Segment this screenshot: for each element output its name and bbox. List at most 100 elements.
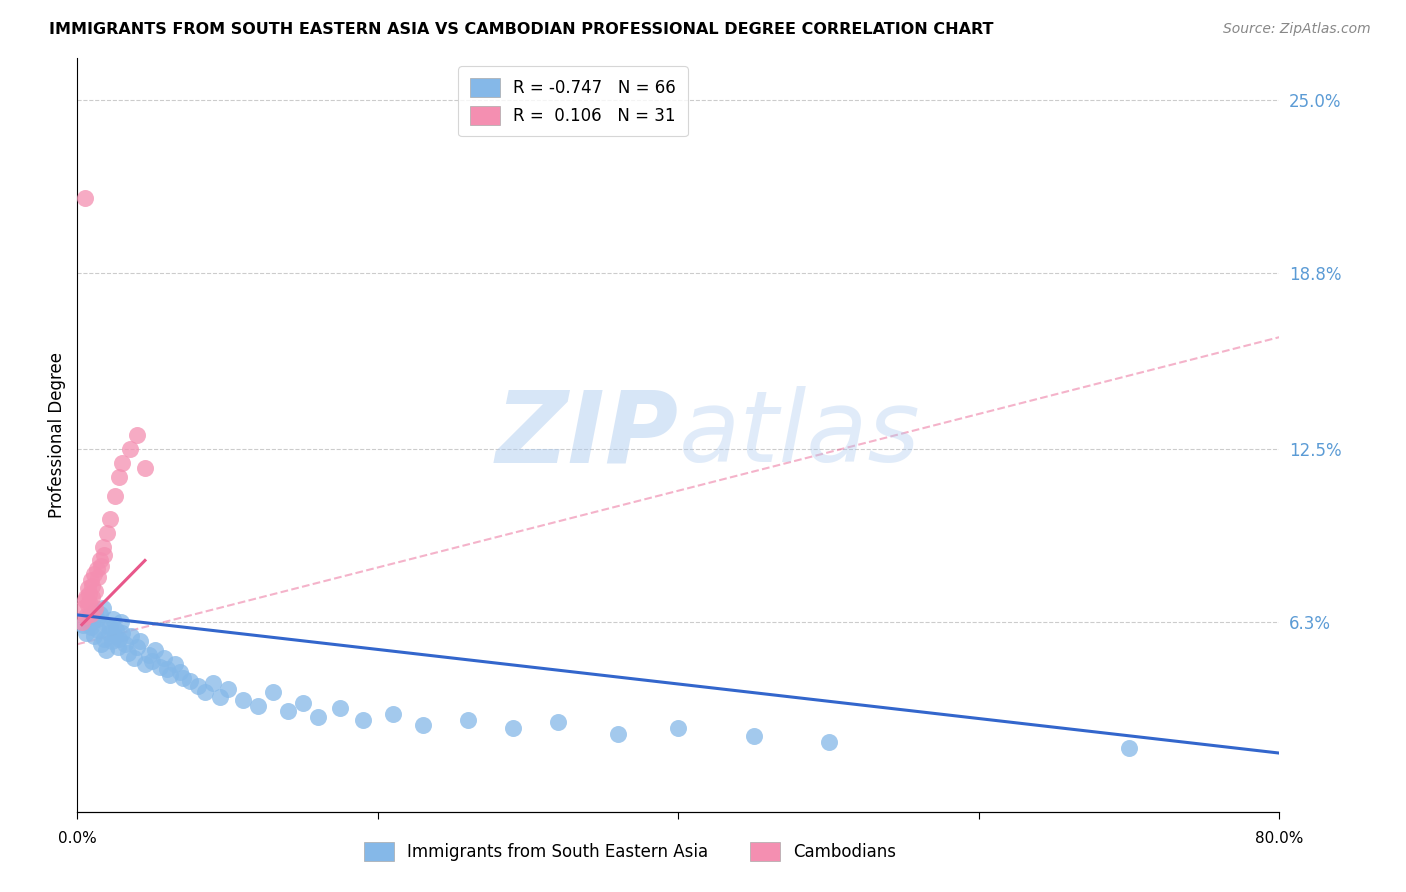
Point	[105, 624, 128, 638]
Point	[84, 604, 107, 618]
Point	[93, 548, 115, 562]
Point	[100, 620, 122, 634]
Point	[87, 570, 110, 584]
Point	[159, 668, 181, 682]
Point	[72, 601, 94, 615]
Point	[80, 620, 103, 634]
Point	[217, 681, 239, 696]
Point	[124, 651, 146, 665]
Point	[381, 706, 404, 721]
Point	[76, 598, 98, 612]
Point	[201, 676, 224, 690]
Point	[153, 651, 176, 665]
Point	[75, 609, 97, 624]
Point	[107, 640, 129, 654]
Point	[96, 617, 118, 632]
Point	[1118, 740, 1140, 755]
Point	[79, 587, 101, 601]
Point	[89, 607, 111, 621]
Point	[90, 559, 112, 574]
Point	[101, 634, 124, 648]
Point	[149, 659, 172, 673]
Point	[307, 710, 329, 724]
Point	[83, 567, 105, 582]
Point	[75, 590, 97, 604]
Point	[163, 657, 186, 671]
Point	[75, 626, 97, 640]
Point	[817, 735, 839, 749]
Point	[82, 579, 104, 593]
Point	[90, 637, 112, 651]
Point	[118, 442, 141, 456]
Point	[80, 573, 103, 587]
Point	[96, 525, 118, 540]
Point	[179, 673, 201, 688]
Point	[72, 617, 94, 632]
Point	[70, 615, 93, 629]
Point	[82, 590, 104, 604]
Point	[79, 609, 101, 624]
Point	[352, 713, 374, 727]
Point	[73, 592, 96, 607]
Point	[209, 690, 232, 705]
Point	[84, 584, 107, 599]
Text: 80.0%: 80.0%	[1256, 830, 1303, 846]
Point	[111, 456, 134, 470]
Point	[91, 601, 114, 615]
Point	[93, 632, 115, 646]
Point	[134, 461, 156, 475]
Point	[97, 626, 120, 640]
Point	[83, 629, 105, 643]
Text: ZIP: ZIP	[495, 386, 679, 483]
Point	[246, 698, 269, 713]
Point	[129, 634, 152, 648]
Point	[86, 562, 108, 576]
Text: IMMIGRANTS FROM SOUTH EASTERN ASIA VS CAMBODIAN PROFESSIONAL DEGREE CORRELATION : IMMIGRANTS FROM SOUTH EASTERN ASIA VS CA…	[49, 22, 994, 37]
Point	[145, 642, 167, 657]
Point	[108, 469, 131, 483]
Point	[73, 190, 96, 204]
Text: atlas: atlas	[679, 386, 920, 483]
Point	[547, 715, 569, 730]
Point	[127, 640, 149, 654]
Point	[117, 646, 139, 660]
Point	[86, 612, 108, 626]
Point	[80, 607, 103, 621]
Text: 0.0%: 0.0%	[58, 830, 97, 846]
Point	[127, 428, 149, 442]
Point	[262, 684, 284, 698]
Point	[110, 615, 132, 629]
Y-axis label: Professional Degree: Professional Degree	[48, 351, 66, 518]
Point	[79, 595, 101, 609]
Point	[457, 713, 479, 727]
Point	[76, 582, 98, 596]
Point	[84, 601, 107, 615]
Point	[89, 553, 111, 567]
Point	[114, 637, 136, 651]
Point	[742, 730, 765, 744]
Point	[668, 721, 690, 735]
Point	[172, 671, 194, 685]
Point	[277, 704, 299, 718]
Point	[103, 612, 125, 626]
Point	[104, 629, 127, 643]
Point	[104, 489, 127, 503]
Point	[194, 684, 217, 698]
Point	[187, 679, 209, 693]
Text: Source: ZipAtlas.com: Source: ZipAtlas.com	[1223, 22, 1371, 37]
Point	[91, 540, 114, 554]
Point	[108, 632, 131, 646]
Point	[111, 626, 134, 640]
Point	[156, 662, 179, 676]
Point	[134, 657, 156, 671]
Point	[169, 665, 191, 680]
Point	[100, 511, 122, 525]
Point	[141, 654, 163, 668]
Point	[232, 693, 254, 707]
Point	[412, 718, 434, 732]
Point	[87, 624, 110, 638]
Point	[291, 696, 314, 710]
Legend: Immigrants from South Eastern Asia, Cambodians: Immigrants from South Eastern Asia, Camb…	[357, 835, 903, 867]
Point	[607, 726, 630, 740]
Point	[329, 701, 352, 715]
